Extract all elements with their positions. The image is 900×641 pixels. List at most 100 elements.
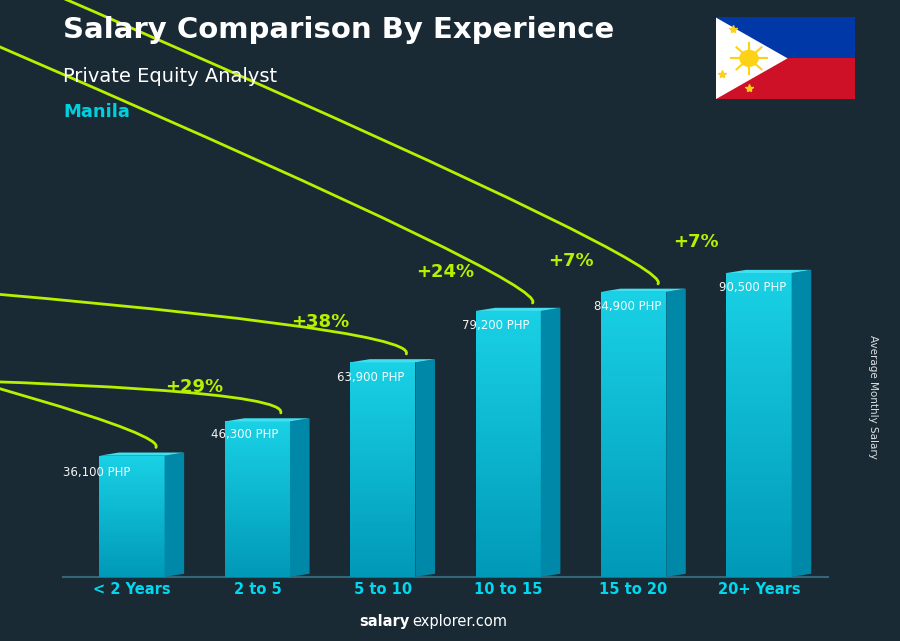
Polygon shape <box>225 419 310 421</box>
Polygon shape <box>350 359 435 362</box>
Bar <box>726 531 792 535</box>
Bar <box>225 519 290 520</box>
Text: Private Equity Analyst: Private Equity Analyst <box>63 67 277 87</box>
Bar <box>350 387 416 389</box>
Bar <box>726 281 792 285</box>
Bar <box>225 575 290 577</box>
Bar <box>726 345 792 349</box>
Bar <box>99 499 165 501</box>
Polygon shape <box>716 17 788 99</box>
Bar <box>225 509 290 511</box>
Bar <box>225 488 290 490</box>
Bar <box>475 520 541 524</box>
Bar <box>350 507 416 510</box>
Text: 46,300 PHP: 46,300 PHP <box>212 428 278 441</box>
Bar <box>225 468 290 470</box>
Bar <box>475 408 541 411</box>
Bar <box>350 421 416 424</box>
Bar <box>726 319 792 322</box>
Bar <box>475 524 541 527</box>
Bar <box>99 497 165 498</box>
Bar <box>475 321 541 324</box>
Bar <box>350 456 416 459</box>
Bar <box>601 413 666 417</box>
Bar <box>475 397 541 401</box>
Bar <box>225 513 290 515</box>
Bar <box>99 459 165 460</box>
Polygon shape <box>792 270 811 577</box>
Text: explorer.com: explorer.com <box>412 615 508 629</box>
Bar <box>225 560 290 562</box>
Bar <box>726 376 792 379</box>
Bar <box>99 495 165 497</box>
Bar <box>225 486 290 488</box>
Bar <box>99 526 165 527</box>
Bar <box>225 507 290 509</box>
Bar <box>726 349 792 353</box>
Bar <box>726 356 792 360</box>
Bar <box>475 328 541 331</box>
Bar <box>99 472 165 474</box>
Bar <box>99 471 165 472</box>
Text: Average Monthly Salary: Average Monthly Salary <box>868 335 878 460</box>
Bar <box>225 495 290 497</box>
Bar <box>99 565 165 566</box>
Bar <box>601 442 666 445</box>
Bar <box>601 463 666 467</box>
Bar <box>225 466 290 468</box>
Bar <box>350 510 416 513</box>
Text: Manila: Manila <box>63 103 130 121</box>
Bar <box>225 544 290 545</box>
Bar <box>601 538 666 541</box>
Bar <box>350 550 416 553</box>
Bar <box>350 437 416 440</box>
Bar <box>225 460 290 462</box>
Bar <box>726 273 792 277</box>
Bar <box>350 370 416 373</box>
Bar <box>475 391 541 394</box>
Bar <box>601 406 666 410</box>
Bar <box>225 447 290 449</box>
Bar <box>601 320 666 324</box>
Bar <box>601 431 666 435</box>
Bar <box>475 470 541 474</box>
Bar <box>225 562 290 563</box>
Bar <box>99 512 165 513</box>
Bar <box>601 338 666 342</box>
Text: 79,200 PHP: 79,200 PHP <box>462 319 529 333</box>
Bar <box>601 531 666 534</box>
Bar <box>726 402 792 406</box>
Bar <box>99 462 165 463</box>
Bar <box>601 502 666 506</box>
Bar <box>475 517 541 520</box>
Bar <box>99 509 165 510</box>
Bar <box>726 277 792 281</box>
Bar <box>726 322 792 326</box>
Bar <box>601 545 666 549</box>
Bar <box>225 505 290 507</box>
Bar <box>601 388 666 392</box>
Bar <box>99 519 165 521</box>
Bar <box>601 317 666 320</box>
Bar <box>350 427 416 429</box>
Bar <box>350 448 416 451</box>
Bar <box>99 488 165 489</box>
Bar <box>225 454 290 456</box>
Bar <box>475 440 541 444</box>
Bar <box>601 324 666 328</box>
Bar <box>601 563 666 566</box>
Bar <box>99 560 165 562</box>
Bar <box>99 568 165 569</box>
Bar <box>225 552 290 554</box>
Bar <box>99 480 165 481</box>
Bar <box>601 360 666 363</box>
Bar <box>601 292 666 296</box>
Bar <box>225 534 290 536</box>
Bar <box>350 537 416 539</box>
Bar <box>350 472 416 475</box>
Bar <box>475 394 541 397</box>
Bar <box>475 364 541 367</box>
Bar <box>225 569 290 571</box>
Bar <box>475 384 541 387</box>
Bar <box>726 463 792 467</box>
